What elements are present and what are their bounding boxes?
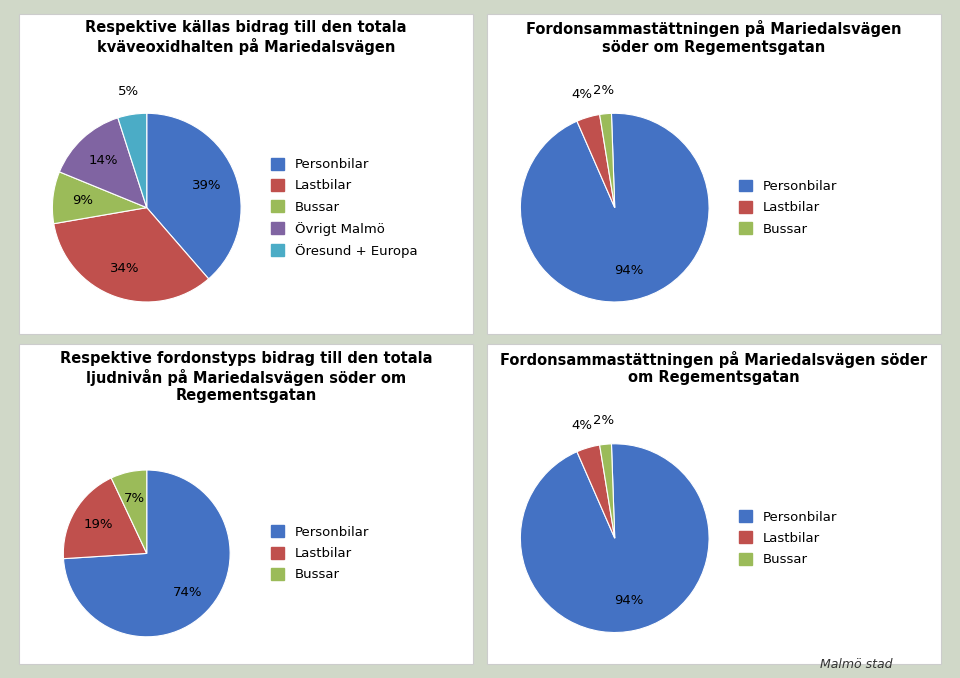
Text: 2%: 2%	[592, 84, 613, 97]
Wedge shape	[54, 207, 208, 302]
Text: 2%: 2%	[592, 414, 613, 427]
Wedge shape	[577, 115, 614, 207]
Wedge shape	[63, 478, 147, 559]
Wedge shape	[577, 445, 614, 538]
Wedge shape	[520, 444, 709, 633]
Text: Fordonsammastättningen på Mariedalsvägen
söder om Regementsgatan: Fordonsammastättningen på Mariedalsvägen…	[526, 20, 901, 55]
Wedge shape	[53, 172, 147, 224]
Wedge shape	[147, 113, 241, 279]
Text: Fordonsammastättningen på Mariedalsvägen söder
om Regementsgatan: Fordonsammastättningen på Mariedalsvägen…	[500, 351, 927, 385]
Wedge shape	[63, 470, 230, 637]
Text: 39%: 39%	[192, 179, 222, 192]
Wedge shape	[600, 444, 614, 538]
Text: 94%: 94%	[614, 264, 643, 277]
Wedge shape	[60, 118, 147, 207]
Text: 4%: 4%	[571, 88, 592, 101]
Text: 74%: 74%	[174, 586, 203, 599]
Wedge shape	[118, 113, 147, 207]
Text: 5%: 5%	[118, 85, 139, 98]
Legend: Personbilar, Lastbilar, Bussar: Personbilar, Lastbilar, Bussar	[739, 510, 837, 566]
Text: Respektive källas bidrag till den totala
kväveoxidhalten på Mariedalsvägen: Respektive källas bidrag till den totala…	[85, 20, 407, 55]
Text: 9%: 9%	[72, 194, 93, 207]
Wedge shape	[520, 113, 709, 302]
Text: 94%: 94%	[614, 594, 643, 607]
Legend: Personbilar, Lastbilar, Bussar: Personbilar, Lastbilar, Bussar	[739, 180, 837, 236]
Text: 7%: 7%	[124, 492, 145, 504]
Text: 4%: 4%	[571, 418, 592, 431]
Text: 34%: 34%	[110, 262, 140, 275]
Text: Respektive fordonstyps bidrag till den totala
ljudnivån på Mariedalsvägen söder : Respektive fordonstyps bidrag till den t…	[60, 351, 432, 403]
Legend: Personbilar, Lastbilar, Bussar: Personbilar, Lastbilar, Bussar	[272, 525, 370, 582]
Text: 14%: 14%	[88, 154, 118, 167]
Wedge shape	[600, 113, 614, 207]
Legend: Personbilar, Lastbilar, Bussar, Övrigt Malmö, Öresund + Europa: Personbilar, Lastbilar, Bussar, Övrigt M…	[272, 158, 418, 258]
Wedge shape	[111, 470, 147, 553]
Text: 19%: 19%	[84, 518, 112, 531]
Text: Malmö stad: Malmö stad	[820, 658, 893, 671]
